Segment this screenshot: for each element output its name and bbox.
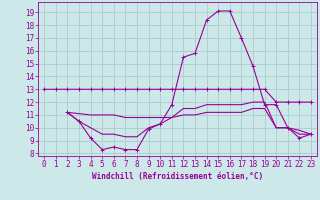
X-axis label: Windchill (Refroidissement éolien,°C): Windchill (Refroidissement éolien,°C): [92, 172, 263, 181]
